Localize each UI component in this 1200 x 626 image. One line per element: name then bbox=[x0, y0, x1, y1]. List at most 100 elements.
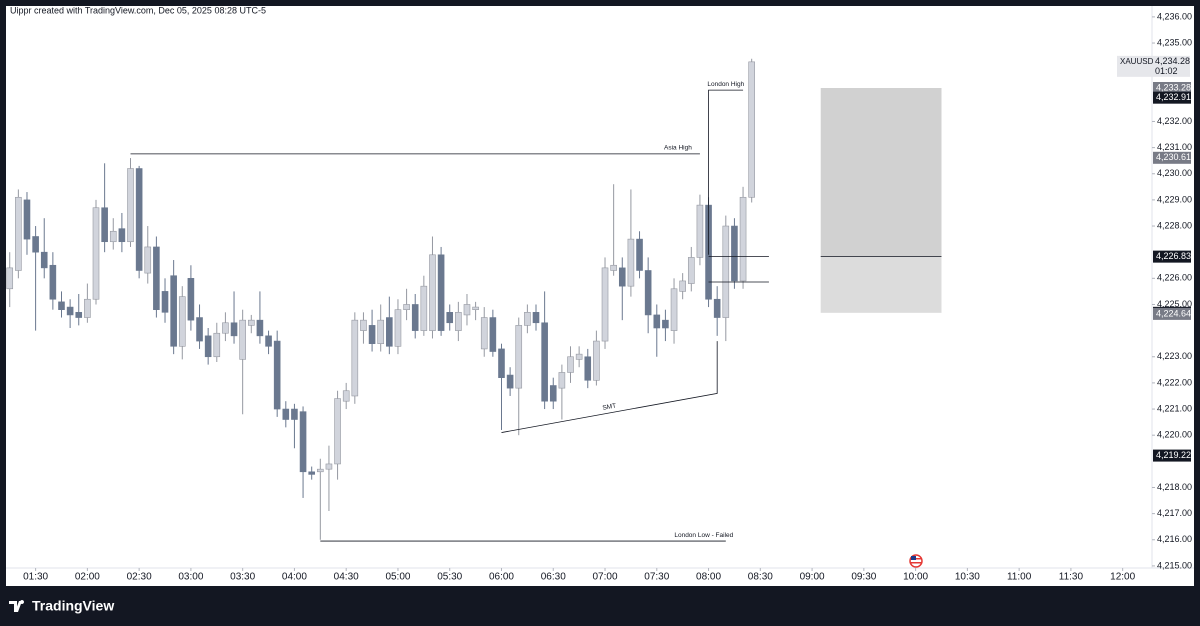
candle-body bbox=[265, 335, 272, 347]
candle-body bbox=[247, 319, 255, 326]
x-tick-label: 02:30 bbox=[127, 572, 152, 583]
candle-body bbox=[567, 356, 574, 373]
candle-body bbox=[282, 408, 290, 420]
candle-body bbox=[463, 304, 471, 316]
candle-body bbox=[480, 317, 488, 350]
candle-body bbox=[472, 306, 479, 310]
candle-body bbox=[49, 264, 57, 300]
candle-body bbox=[437, 254, 445, 331]
y-tick-label: 4,225.00 bbox=[1157, 299, 1192, 309]
x-tick-label: 11:30 bbox=[1059, 572, 1084, 583]
y-tick-label: 4,229.00 bbox=[1157, 194, 1192, 204]
annotation-label: SMT bbox=[602, 403, 617, 412]
candle-body bbox=[109, 230, 117, 243]
x-tick-label: 09:30 bbox=[851, 572, 876, 583]
price-tag bbox=[1153, 151, 1191, 164]
candle-body bbox=[118, 228, 126, 243]
x-tick-label: 12:00 bbox=[1110, 572, 1135, 583]
candle-body bbox=[731, 225, 738, 282]
candle-body bbox=[84, 298, 91, 318]
candle-body bbox=[23, 199, 31, 240]
candle-body bbox=[213, 332, 221, 358]
y-tick-label: 4,223.00 bbox=[1157, 351, 1192, 361]
candle-body bbox=[446, 312, 454, 324]
x-tick-label: 03:00 bbox=[178, 572, 203, 583]
x-tick-label: 07:30 bbox=[644, 572, 669, 583]
candle-body bbox=[334, 398, 341, 465]
x-tick-label: 03:30 bbox=[230, 572, 255, 583]
annotation-label: London Low - Failed bbox=[674, 532, 733, 539]
brand-logo: TradingView bbox=[9, 598, 114, 614]
candle-body bbox=[66, 306, 74, 316]
x-tick-label: 08:30 bbox=[748, 572, 773, 583]
price-tag bbox=[1153, 91, 1191, 104]
x-tick-label: 07:00 bbox=[593, 572, 618, 583]
symbol-label: XAUUSD bbox=[1120, 57, 1154, 66]
candle-body bbox=[610, 264, 617, 271]
candle-body bbox=[75, 312, 83, 318]
candle-body bbox=[386, 317, 393, 347]
candle-body bbox=[541, 322, 548, 402]
x-tick-label: 01:30 bbox=[23, 572, 48, 583]
x-tick-label: 06:30 bbox=[541, 572, 566, 583]
chart-background bbox=[6, 6, 1194, 586]
y-tick-label: 4,231.00 bbox=[1157, 142, 1192, 152]
candle-body bbox=[92, 207, 100, 300]
candle-body bbox=[489, 317, 497, 352]
candle-body bbox=[713, 298, 721, 318]
price-tag-label: 4,219.22 bbox=[1156, 450, 1191, 460]
candle-body bbox=[455, 312, 462, 331]
y-tick-label: 4,215.00 bbox=[1157, 560, 1192, 570]
candle-body bbox=[230, 322, 238, 337]
y-tick-label: 4,230.00 bbox=[1157, 168, 1192, 178]
candle-body bbox=[636, 238, 643, 271]
candle-body bbox=[394, 309, 402, 347]
x-tick-label: 08:00 bbox=[696, 572, 721, 583]
price-tag bbox=[1153, 449, 1191, 462]
candle-body bbox=[696, 204, 704, 258]
y-tick-label: 4,236.00 bbox=[1157, 11, 1192, 21]
candle-body bbox=[178, 296, 186, 347]
candle-body bbox=[256, 319, 264, 337]
price-tag-label: 4,230.61 bbox=[1156, 152, 1191, 162]
candle-body bbox=[144, 246, 152, 274]
candle-body bbox=[325, 463, 333, 470]
y-tick-label: 4,218.00 bbox=[1157, 482, 1192, 492]
candle-body bbox=[127, 168, 134, 243]
candle-body bbox=[420, 285, 428, 331]
y-tick-label: 4,228.00 bbox=[1157, 220, 1192, 230]
x-tick-label: 04:30 bbox=[334, 572, 359, 583]
x-tick-label: 10:30 bbox=[955, 572, 980, 583]
y-tick-label: 4,222.00 bbox=[1157, 377, 1192, 387]
candle-body bbox=[584, 356, 592, 381]
candle-body bbox=[170, 275, 177, 347]
last-price-label: 4,234.28 bbox=[1155, 56, 1190, 66]
candle-body bbox=[299, 411, 307, 473]
candle-body bbox=[403, 304, 410, 310]
candle-body bbox=[670, 288, 678, 331]
countdown-label: 01:02 bbox=[1155, 66, 1178, 76]
y-tick-label: 4,217.00 bbox=[1157, 508, 1192, 518]
candle-body bbox=[601, 267, 609, 342]
candle-body bbox=[506, 374, 514, 389]
x-tick-label: 02:00 bbox=[75, 572, 100, 583]
price-tag bbox=[1153, 82, 1191, 94]
candle-body bbox=[368, 325, 376, 344]
x-tick-label: 06:00 bbox=[489, 572, 514, 583]
candle-body bbox=[291, 408, 298, 420]
candle-body bbox=[222, 322, 229, 334]
x-tick-label: 10:00 bbox=[903, 572, 928, 583]
candle-body bbox=[653, 314, 661, 329]
price-tag bbox=[1153, 250, 1191, 263]
candle-body bbox=[342, 390, 350, 402]
candle-body bbox=[627, 238, 635, 287]
candle-body bbox=[204, 335, 212, 358]
candle-body bbox=[662, 319, 669, 329]
candle-body bbox=[722, 225, 730, 318]
y-tick-label: 4,220.00 bbox=[1157, 430, 1192, 440]
annotation-label: Asia High bbox=[664, 145, 692, 152]
candle-body bbox=[58, 301, 65, 310]
y-tick-label: 4,232.00 bbox=[1157, 116, 1192, 126]
x-tick-label: 05:00 bbox=[385, 572, 410, 583]
